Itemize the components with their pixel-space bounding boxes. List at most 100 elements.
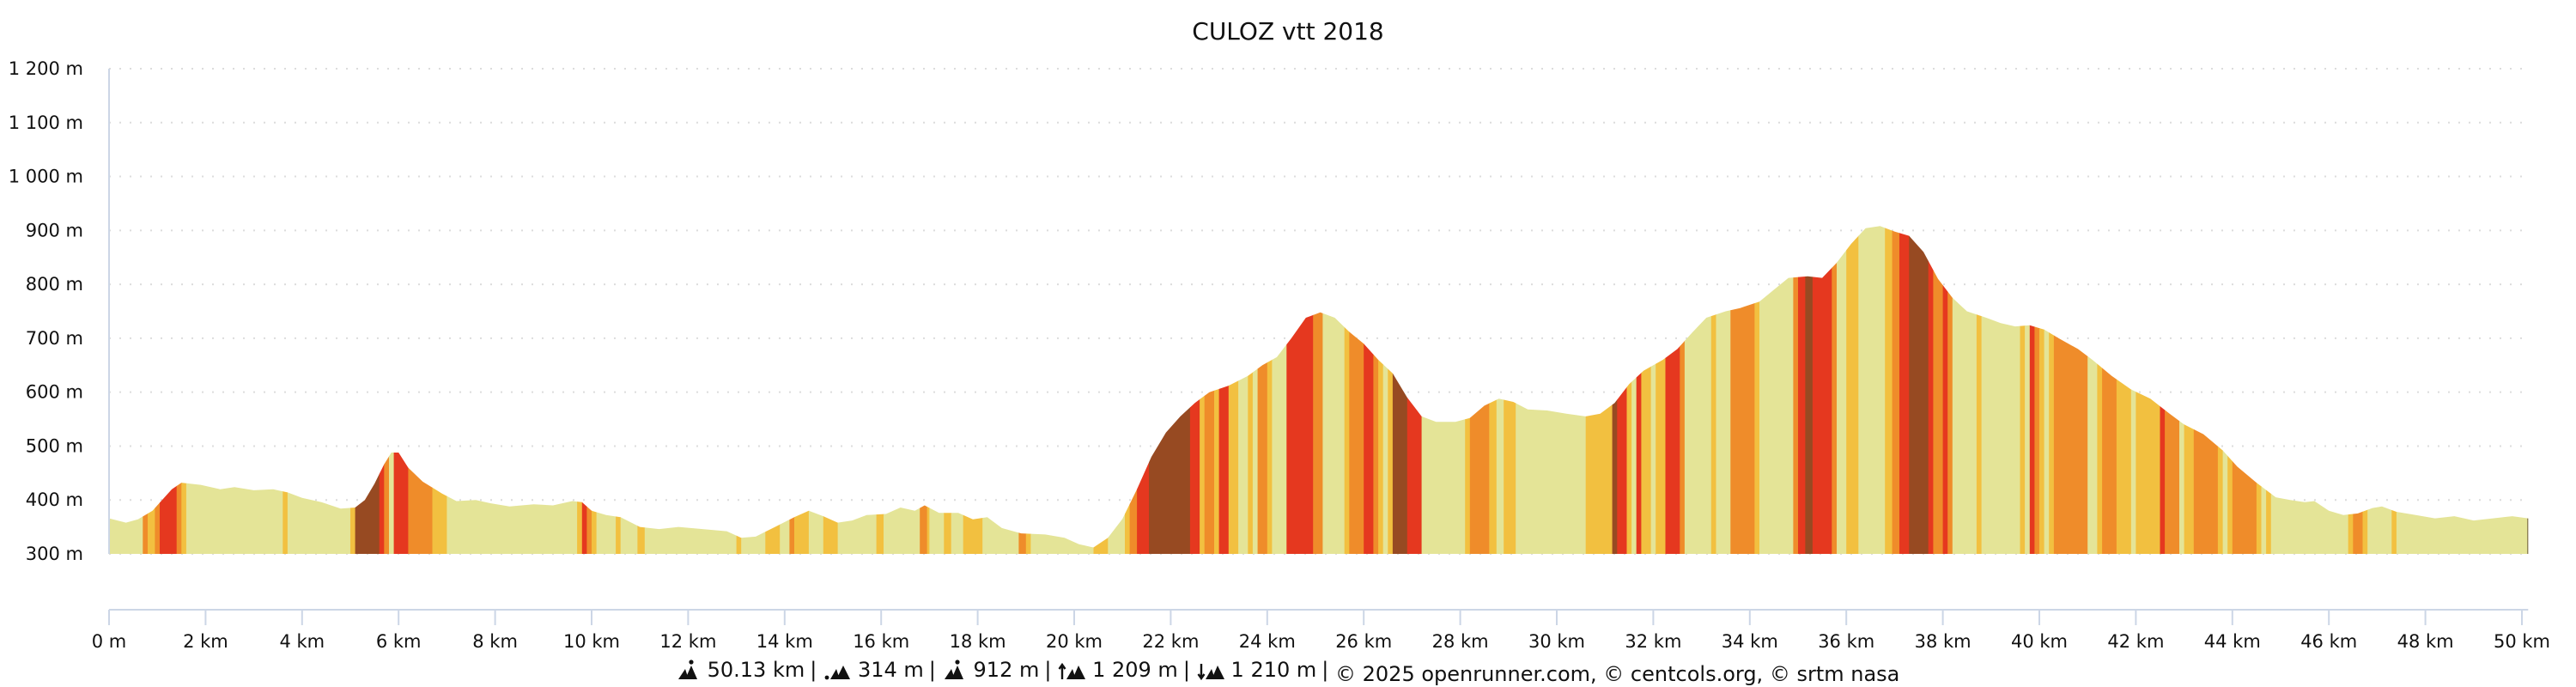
slope-segment-gentle bbox=[2020, 226, 2026, 554]
y-tick-label: 700 m bbox=[26, 328, 83, 349]
separator: | bbox=[928, 658, 936, 682]
min-altitude-icon bbox=[824, 666, 850, 680]
max-altitude-icon bbox=[944, 660, 963, 679]
slope-segment-flat bbox=[1858, 226, 1886, 554]
slope-segment-moderate bbox=[1469, 226, 1490, 554]
slope-segment-steep bbox=[1286, 226, 1314, 554]
slope-segment-gentle bbox=[1465, 226, 1471, 554]
slope-segment-gentle bbox=[944, 226, 952, 554]
slope-segments bbox=[109, 226, 2529, 554]
slope-segment-flat bbox=[2261, 226, 2267, 554]
y-tick-label: 1 100 m bbox=[9, 112, 83, 133]
x-tick-label: 16 km bbox=[853, 631, 909, 652]
slope-segment-very-steep bbox=[355, 226, 380, 554]
slope-segment-moderate bbox=[1313, 226, 1323, 554]
slope-segment-moderate bbox=[1892, 226, 1900, 554]
slope-segment-gentle bbox=[148, 226, 155, 554]
slope-segment-gentle bbox=[2362, 226, 2368, 554]
slope-segment-flat bbox=[1238, 226, 1249, 554]
slope-segment-moderate bbox=[1349, 226, 1364, 554]
x-tick-label: 0 m bbox=[92, 631, 127, 652]
slope-segment-gentle bbox=[1388, 226, 1394, 554]
slope-segment-flat bbox=[1981, 226, 2021, 554]
slope-segment-gentle bbox=[1228, 226, 1239, 554]
slope-segment-gentle bbox=[1093, 226, 1109, 554]
slope-segment-flat bbox=[1322, 226, 1346, 554]
slope-segment-gentle bbox=[2217, 226, 2224, 554]
slope-segment-moderate bbox=[2193, 226, 2219, 554]
x-tick-label: 6 km bbox=[376, 631, 422, 652]
slope-segment-flat bbox=[447, 226, 578, 554]
x-tick-label: 30 km bbox=[1528, 631, 1585, 652]
slope-segment-gentle bbox=[2116, 226, 2132, 554]
slope-segment-gentle bbox=[1214, 226, 1220, 554]
x-tick-label: 22 km bbox=[1142, 631, 1199, 652]
elevation-gain-stat: 1 209 m | bbox=[1058, 658, 1190, 682]
slope-segment-flat bbox=[2367, 226, 2392, 554]
slope-segment-gentle bbox=[1378, 226, 1384, 554]
x-tick-label: 46 km bbox=[2300, 631, 2357, 652]
slope-segment-gentle bbox=[2039, 226, 2045, 554]
y-tick-label: 500 m bbox=[26, 435, 83, 456]
x-tick-label: 8 km bbox=[472, 631, 518, 652]
slope-segment-flat bbox=[2179, 226, 2185, 554]
slope-segment-gentle bbox=[2391, 226, 2397, 554]
slope-segment-gentle bbox=[823, 226, 839, 554]
slope-segment-moderate bbox=[1832, 226, 1838, 554]
x-tick-label: 42 km bbox=[2107, 631, 2164, 652]
slope-segment-flat bbox=[1030, 226, 1095, 554]
slope-segment-steep bbox=[393, 226, 410, 554]
x-tick-label: 48 km bbox=[2397, 631, 2454, 652]
slope-segment-flat bbox=[1496, 226, 1504, 554]
slope-segment-steep bbox=[2029, 226, 2035, 554]
slope-segment-moderate bbox=[1730, 226, 1755, 554]
slope-segment-gentle bbox=[1344, 226, 1350, 554]
chart-title: CULOZ vtt 2018 bbox=[1192, 17, 1384, 46]
max-altitude-stat: 912 m | bbox=[943, 658, 1052, 682]
x-tick-label: 28 km bbox=[1432, 631, 1489, 652]
x-tick-label: 50 km bbox=[2494, 631, 2550, 652]
y-tick-label: 1 000 m bbox=[9, 167, 83, 187]
slope-segment-very-steep bbox=[1909, 226, 1929, 554]
separator: | bbox=[810, 658, 817, 682]
slope-segment-gentle bbox=[577, 226, 583, 554]
distance-icon bbox=[677, 660, 697, 679]
slope-segment-moderate bbox=[143, 226, 149, 554]
slope-segment-gentle bbox=[2184, 226, 2195, 554]
y-tick-label: 1 200 m bbox=[9, 58, 83, 79]
slope-segment-flat bbox=[1516, 226, 1587, 554]
axes bbox=[108, 69, 2529, 611]
x-tick-label: 20 km bbox=[1046, 631, 1103, 652]
slope-segment-gentle bbox=[1656, 226, 1666, 554]
x-tick-label: 26 km bbox=[1335, 631, 1392, 652]
slope-segment-steep bbox=[160, 226, 178, 554]
slope-segment-flat bbox=[1650, 226, 1656, 554]
slope-segment-flat bbox=[929, 226, 945, 554]
slope-segment-steep bbox=[1137, 226, 1150, 554]
slope-segment-steep bbox=[1406, 226, 1423, 554]
distance-value: 50.13 km bbox=[707, 658, 805, 682]
slope-segment-gentle bbox=[1976, 226, 1983, 554]
slope-segment-gentle bbox=[2049, 226, 2055, 554]
separator: | bbox=[1321, 658, 1329, 682]
slope-segment-gentle bbox=[2136, 226, 2161, 554]
credits-text: © 2025 openrunner.com, © centcols.org, ©… bbox=[1335, 662, 1900, 686]
slope-segment-moderate bbox=[2353, 226, 2364, 554]
slope-segment-moderate bbox=[920, 226, 928, 554]
x-tick-label: 38 km bbox=[1915, 631, 1971, 652]
slope-segment-flat bbox=[982, 226, 1019, 554]
slope-segment-moderate bbox=[1680, 226, 1686, 554]
elevation-gain-icon bbox=[1058, 662, 1086, 679]
slope-segment-flat bbox=[2270, 226, 2349, 554]
slope-segment-steep bbox=[2160, 226, 2166, 554]
slope-segment-flat bbox=[741, 226, 766, 554]
slope-segment-very-steep bbox=[1612, 226, 1618, 554]
slope-segment-flat bbox=[884, 226, 920, 554]
separator: | bbox=[1044, 658, 1052, 682]
slope-segment-moderate bbox=[1204, 226, 1215, 554]
slope-segment-gentle bbox=[1885, 226, 1893, 554]
slope-segment-flat bbox=[389, 226, 395, 554]
slope-segment-gentle bbox=[1248, 226, 1254, 554]
slope-segment-moderate bbox=[176, 226, 182, 554]
